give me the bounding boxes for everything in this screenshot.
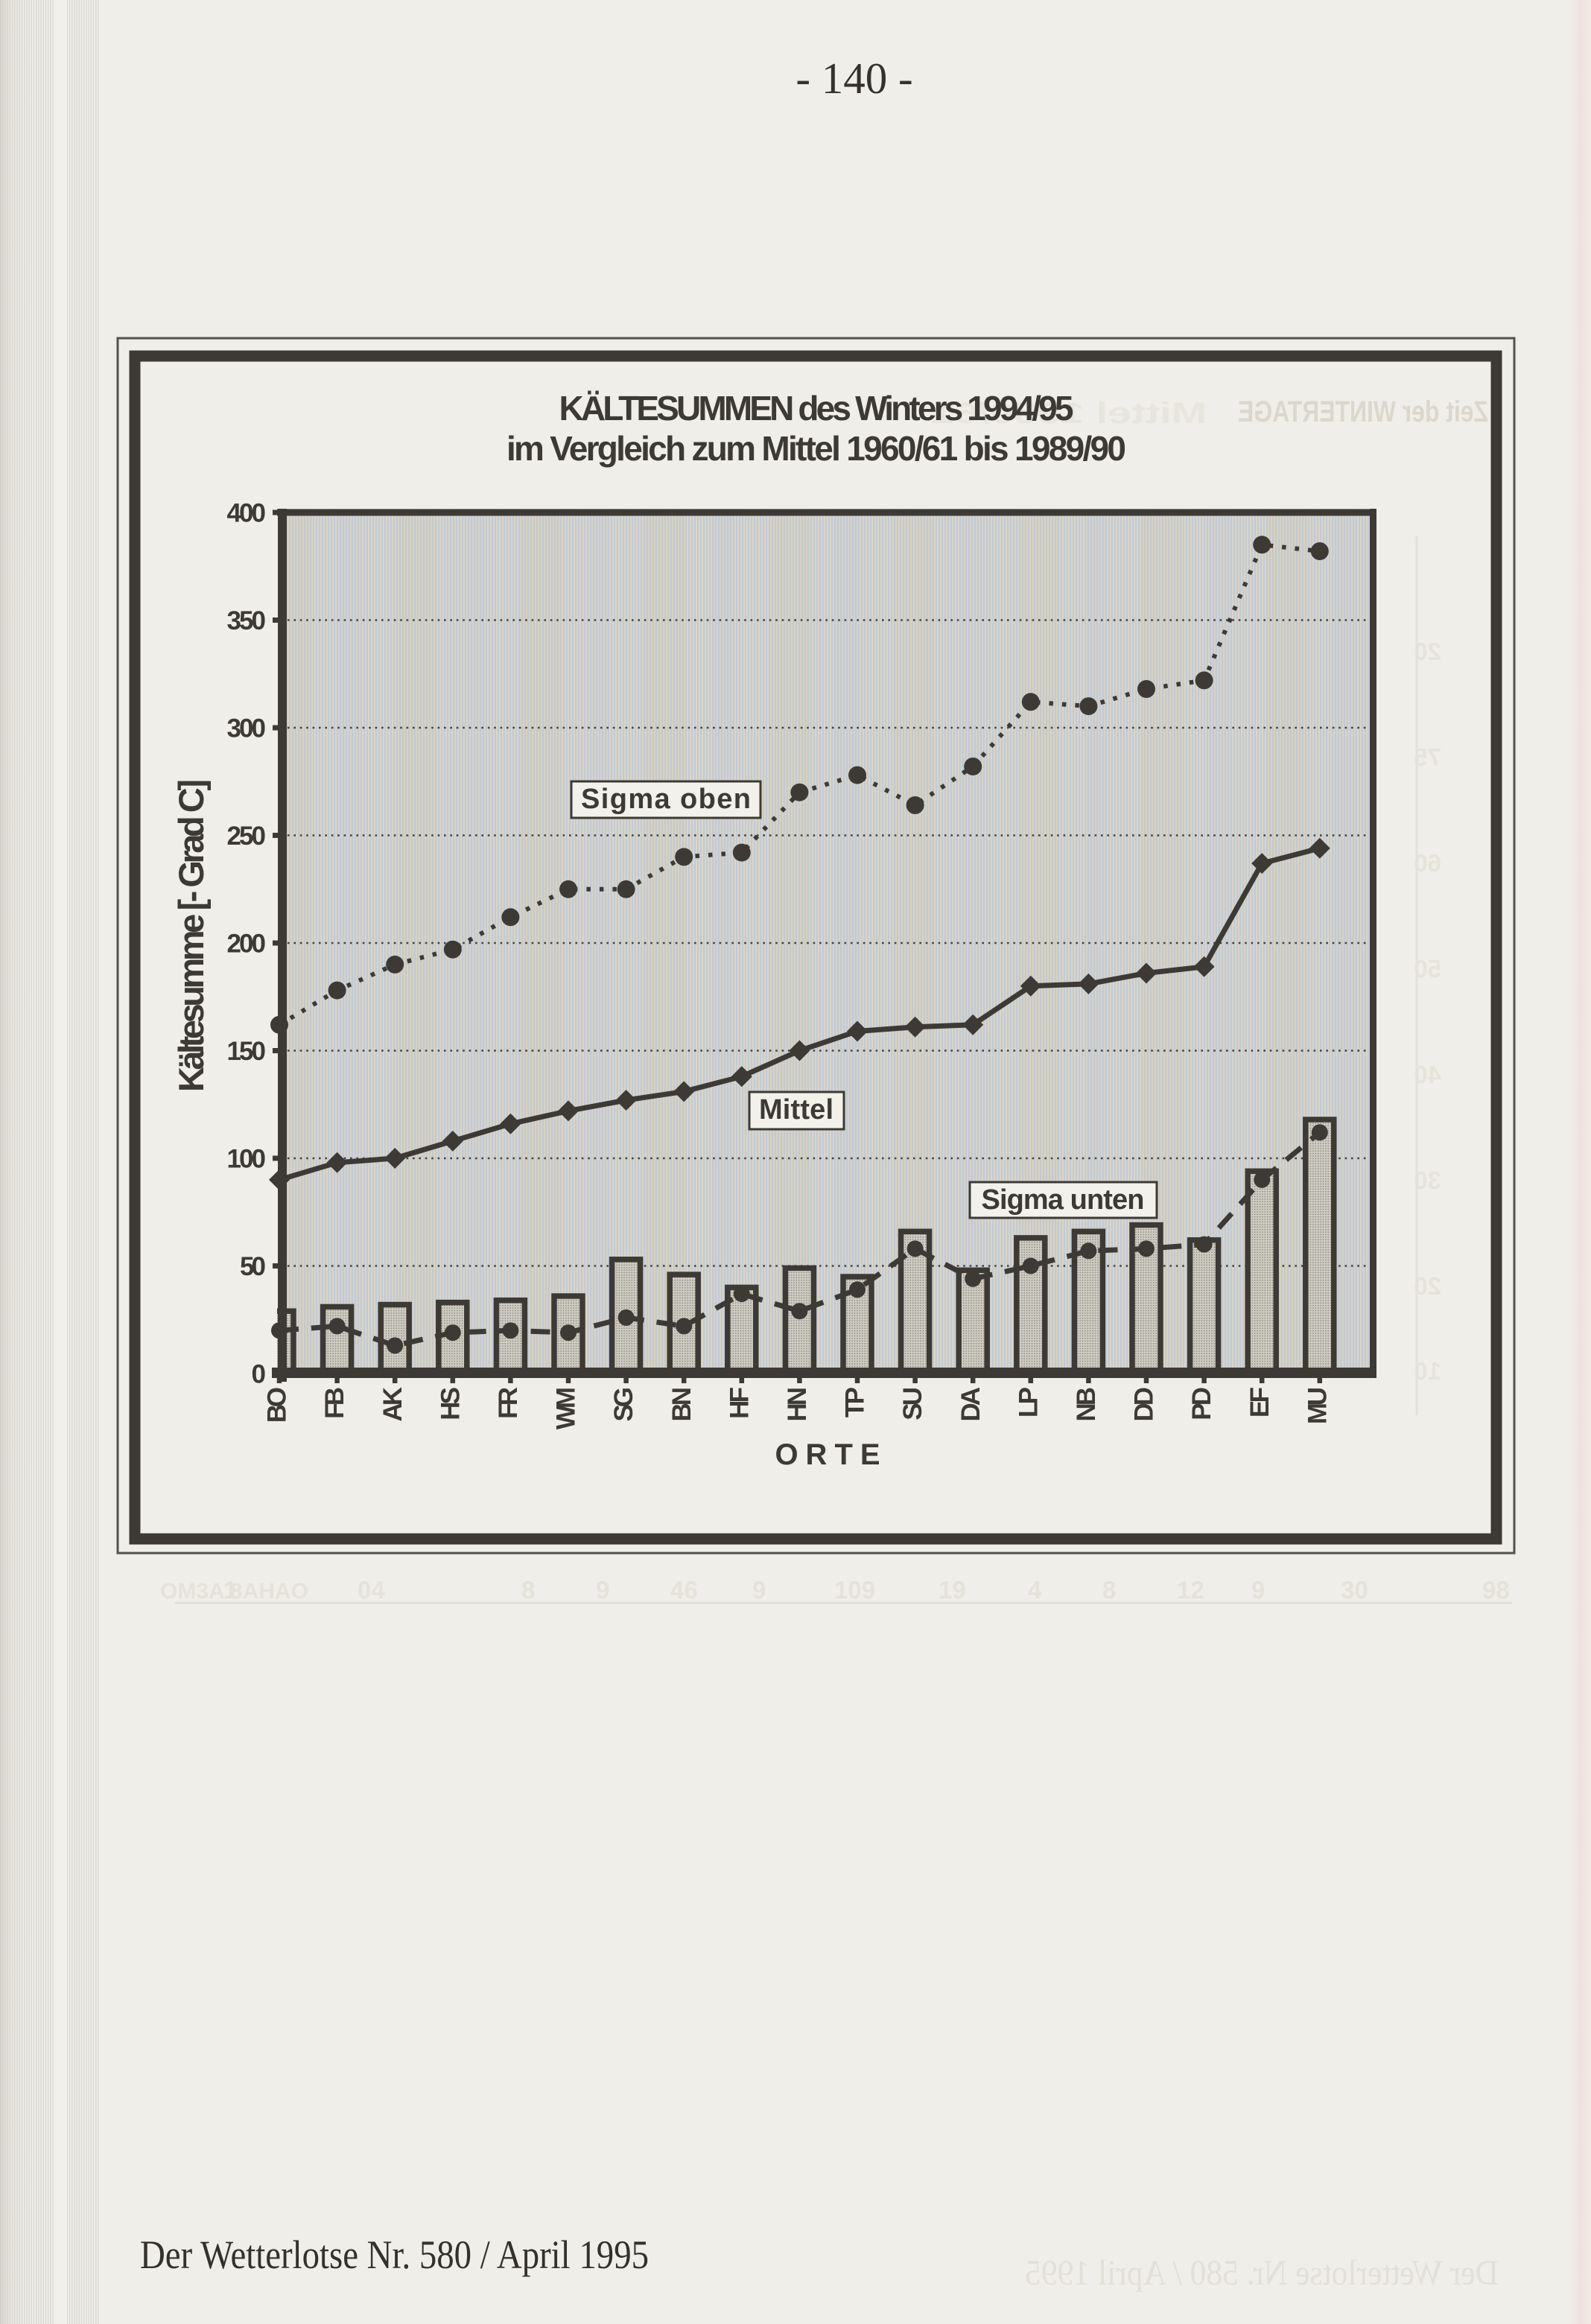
svg-text:EF: EF [1245, 1387, 1274, 1417]
svg-text:SG: SG [609, 1387, 638, 1422]
svg-text:50: 50 [240, 1252, 266, 1281]
svg-text:KÄLTESUMMEN des Winters 1994/9: KÄLTESUMMEN des Winters 1994/95 [559, 389, 1074, 428]
svg-text:SU: SU [898, 1387, 927, 1420]
svg-text:30: 30 [1341, 1576, 1368, 1604]
svg-text:im Vergleich zum Mittel 1960/6: im Vergleich zum Mittel 1960/61 bis 1989… [506, 429, 1126, 468]
svg-text:350: 350 [227, 606, 267, 635]
svg-text:60: 60 [1414, 849, 1441, 877]
svg-text:20: 20 [1414, 1272, 1441, 1300]
svg-text:75: 75 [1414, 743, 1441, 771]
svg-text:AK: AK [378, 1387, 407, 1422]
svg-text:FB: FB [320, 1387, 349, 1419]
svg-text:30: 30 [1414, 1166, 1441, 1194]
svg-text:DD: DD [1130, 1387, 1159, 1422]
svg-text:DA: DA [956, 1387, 985, 1422]
svg-text:12: 12 [1177, 1576, 1204, 1604]
svg-text:MU: MU [1303, 1387, 1332, 1424]
svg-text:150: 150 [227, 1037, 267, 1066]
svg-text:9: 9 [596, 1576, 609, 1604]
svg-text:OM3A 8AHAO: OM3A 8AHAO [160, 1579, 308, 1604]
svg-text:20: 20 [1414, 638, 1441, 665]
svg-text:250: 250 [227, 822, 267, 851]
svg-text:200: 200 [227, 930, 267, 959]
svg-text:Sigma oben: Sigma oben [581, 784, 751, 815]
svg-text:Der Wetterlotse Nr. 580 / Apri: Der Wetterlotse Nr. 580 / April 1995 [1025, 2253, 1499, 2293]
svg-text:98: 98 [1482, 1576, 1510, 1604]
svg-text:WM: WM [552, 1387, 581, 1429]
svg-text:BN: BN [667, 1387, 696, 1422]
svg-text:Mittel 1950/61: Mittel 1950/61 [931, 397, 1207, 430]
svg-text:Zeit der WINTERTAGE: Zeit der WINTERTAGE [1238, 396, 1488, 428]
svg-text:HF: HF [725, 1387, 754, 1419]
svg-text:Der Wetterlotse Nr. 580 / Apri: Der Wetterlotse Nr. 580 / April 1995 [140, 2232, 649, 2277]
svg-text:Kältesumme [- Grad C]: Kältesumme [- Grad C] [171, 779, 211, 1092]
svg-text:46: 46 [670, 1576, 698, 1604]
svg-text:109: 109 [834, 1576, 875, 1604]
svg-text:Mittel: Mittel [759, 1094, 833, 1126]
svg-text:- 140 -: - 140 - [796, 54, 912, 103]
svg-text:4: 4 [1028, 1576, 1042, 1604]
svg-text:FR: FR [494, 1387, 523, 1419]
svg-text:40: 40 [1414, 1061, 1441, 1088]
svg-text:19: 19 [939, 1576, 966, 1604]
svg-text:0: 0 [252, 1360, 266, 1389]
svg-text:300: 300 [227, 714, 267, 743]
svg-text:BO: BO [263, 1387, 292, 1423]
svg-text:9: 9 [752, 1576, 766, 1604]
svg-text:100: 100 [227, 1145, 267, 1174]
svg-text:50: 50 [1414, 955, 1441, 982]
svg-text:9: 9 [1251, 1576, 1265, 1604]
svg-text:NB: NB [1072, 1387, 1101, 1422]
svg-text:HN: HN [783, 1387, 812, 1422]
svg-text:10: 10 [1414, 1357, 1441, 1385]
svg-text:04: 04 [358, 1576, 385, 1604]
svg-text:HS: HS [436, 1387, 465, 1420]
svg-text:Sigma unten: Sigma unten [982, 1184, 1145, 1216]
svg-text:ORTE: ORTE [775, 1438, 887, 1471]
svg-text:1: 1 [223, 1576, 237, 1604]
svg-text:8: 8 [1102, 1576, 1116, 1604]
svg-text:LP: LP [1014, 1387, 1043, 1417]
svg-text:PD: PD [1187, 1387, 1216, 1420]
svg-text:400: 400 [227, 499, 267, 528]
svg-text:TP: TP [841, 1387, 870, 1417]
svg-text:8: 8 [521, 1576, 535, 1604]
